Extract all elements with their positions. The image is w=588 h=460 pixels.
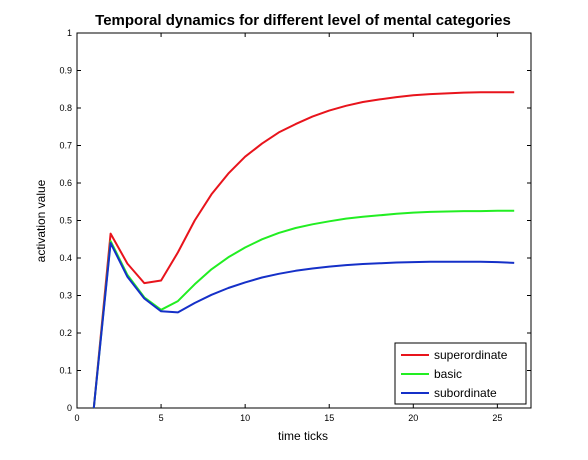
x-tick-label: 20 (408, 413, 418, 423)
x-tick-label: 10 (240, 413, 250, 423)
x-tick-label: 15 (324, 413, 334, 423)
y-tick-label: 1 (67, 28, 72, 38)
y-tick-label: 0.4 (59, 253, 72, 263)
series-line-subordinate (92, 242, 515, 409)
series-line-superordinate (92, 91, 515, 409)
legend: superordinate basic subordinate (394, 342, 527, 405)
legend-label-superordinate: superordinate (434, 348, 508, 362)
chart-title: Temporal dynamics for different level of… (95, 12, 511, 29)
series-line-basic (92, 209, 515, 409)
y-tick-label: 0.8 (59, 103, 72, 113)
x-tick-label: 25 (492, 413, 502, 423)
y-axis-label: activation value (34, 179, 48, 262)
y-tick-label: 0.3 (59, 291, 72, 301)
y-tick-label: 0.1 (59, 366, 72, 376)
y-tick-label: 0.6 (59, 178, 72, 188)
x-tick-label: 5 (159, 413, 164, 423)
legend-label-subordinate: subordinate (434, 386, 497, 400)
x-axis-label: time ticks (278, 429, 328, 443)
x-tick-label: 0 (74, 413, 79, 423)
y-tick-label: 0 (67, 403, 72, 413)
axis-ticks: 0 5 10 15 20 25 0 0.1 0.2 0.3 0.4 0.5 0.6 0.7 0.8 0.9 1 (59, 28, 531, 423)
legend-label-basic: basic (434, 367, 462, 381)
series-lines (92, 91, 515, 409)
y-tick-label: 0.7 (59, 141, 72, 151)
y-tick-label: 0.2 (59, 328, 72, 338)
y-tick-label: 0.9 (59, 66, 72, 76)
y-tick-label: 0.5 (59, 216, 72, 226)
